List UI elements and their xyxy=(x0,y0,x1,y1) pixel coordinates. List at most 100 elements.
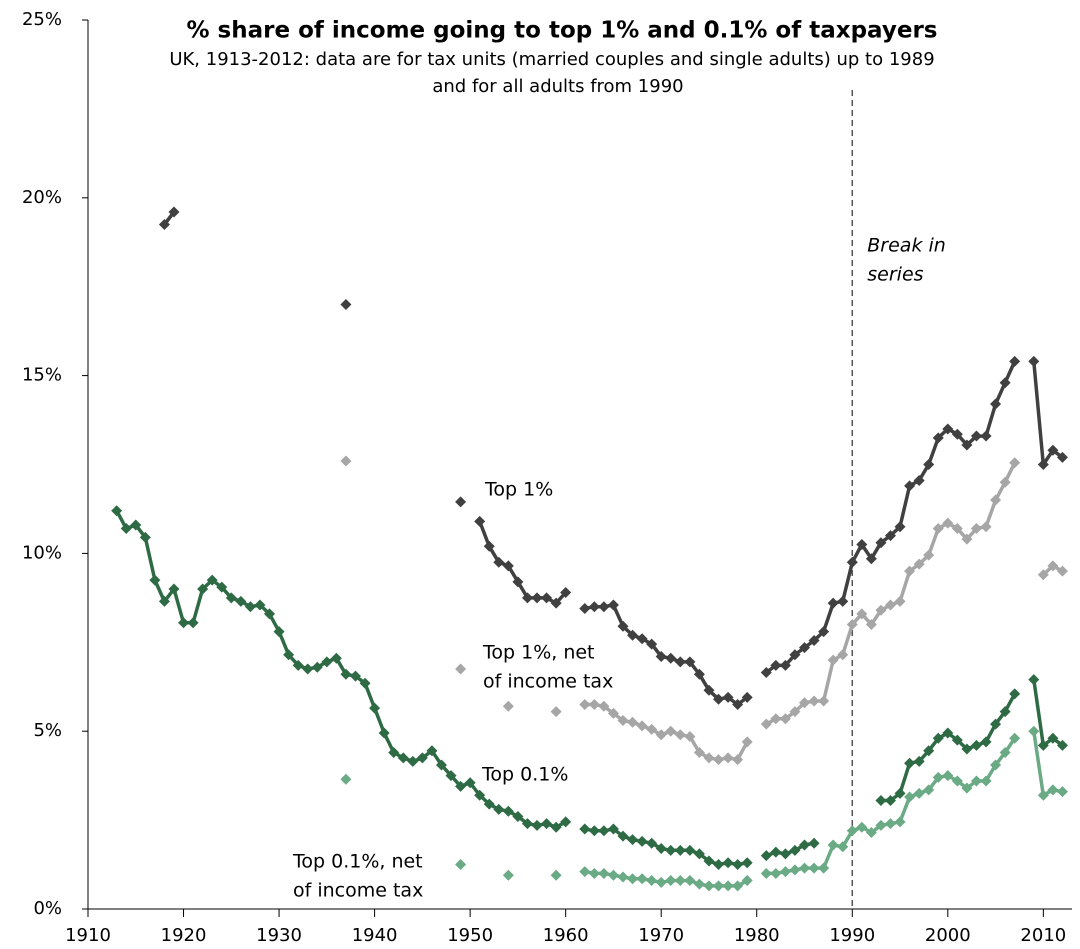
data-point xyxy=(1037,569,1049,581)
data-point xyxy=(541,592,553,604)
data-point xyxy=(799,862,811,874)
data-point xyxy=(904,565,916,577)
data-point xyxy=(627,629,639,641)
data-point xyxy=(884,530,896,542)
data-point xyxy=(1009,732,1021,744)
data-point xyxy=(340,668,352,680)
data-point xyxy=(168,583,180,595)
data-point xyxy=(416,752,428,764)
series-line xyxy=(584,461,1064,762)
y-tick-label: 0% xyxy=(33,898,62,919)
data-point xyxy=(1037,789,1049,801)
data-point xyxy=(980,775,992,787)
data-point xyxy=(455,780,467,792)
series-label: Top 1% xyxy=(484,479,553,501)
data-point xyxy=(646,638,658,650)
data-point xyxy=(846,619,858,631)
data-point xyxy=(636,873,648,885)
y-tick-label: 10% xyxy=(22,542,62,563)
data-point xyxy=(1047,560,1059,572)
data-point xyxy=(426,745,438,757)
data-point xyxy=(588,699,600,711)
data-point xyxy=(369,702,381,714)
chart-subtitle: UK, 1913-2012: data are for tax units (m… xyxy=(169,49,934,70)
data-point xyxy=(550,869,562,881)
data-point xyxy=(1009,355,1021,367)
data-point xyxy=(455,859,467,871)
data-point xyxy=(961,533,973,545)
data-point xyxy=(799,697,811,709)
data-point xyxy=(932,732,944,744)
data-point xyxy=(827,839,839,851)
chart-title: % share of income going to top 1% and 0.… xyxy=(186,18,937,44)
data-point xyxy=(521,818,533,830)
data-point xyxy=(875,819,887,831)
data-point xyxy=(913,475,925,487)
data-point xyxy=(923,745,935,757)
data-point xyxy=(904,757,916,769)
data-point xyxy=(617,715,629,727)
data-point xyxy=(130,519,142,531)
data-point xyxy=(340,455,352,467)
data-point xyxy=(607,823,619,835)
data-point xyxy=(904,791,916,803)
series-label: Top 0.1%, net xyxy=(292,851,423,873)
data-point xyxy=(550,821,562,833)
data-point xyxy=(646,875,658,887)
data-point xyxy=(158,595,170,607)
data-point xyxy=(999,706,1011,718)
data-point xyxy=(856,821,868,833)
data-point xyxy=(827,597,839,609)
data-point xyxy=(970,775,982,787)
data-point xyxy=(216,581,228,593)
data-point xyxy=(607,599,619,611)
y-tick-label: 15% xyxy=(22,365,62,386)
data-point xyxy=(674,656,686,668)
data-point xyxy=(884,795,896,807)
data-point xyxy=(837,649,849,661)
data-point xyxy=(951,775,963,787)
data-point xyxy=(588,601,600,613)
data-point xyxy=(493,803,505,815)
data-point xyxy=(837,595,849,607)
data-point xyxy=(951,734,963,746)
data-point xyxy=(818,695,830,707)
data-point xyxy=(550,706,562,718)
data-point xyxy=(865,553,877,565)
data-point xyxy=(942,770,954,782)
data-point xyxy=(311,661,323,673)
data-point xyxy=(598,825,610,837)
data-point xyxy=(455,663,467,675)
data-point xyxy=(894,595,906,607)
data-point xyxy=(1056,786,1068,798)
x-tick-label: 1910 xyxy=(65,925,111,946)
data-point xyxy=(875,537,887,549)
data-point xyxy=(923,459,935,470)
data-point xyxy=(837,841,849,853)
data-point xyxy=(970,430,982,442)
data-point xyxy=(483,540,495,552)
data-point xyxy=(655,876,667,888)
data-point xyxy=(760,718,772,730)
data-point xyxy=(1037,739,1049,751)
data-point xyxy=(779,659,791,671)
data-point xyxy=(951,523,963,535)
data-point xyxy=(799,839,811,851)
x-tick-label: 1980 xyxy=(734,925,780,946)
data-point xyxy=(1009,688,1021,700)
data-point xyxy=(932,523,944,535)
data-point xyxy=(111,505,123,517)
break-label: series xyxy=(867,264,923,286)
data-point xyxy=(713,859,725,871)
data-point xyxy=(932,771,944,783)
break-label: Break in xyxy=(867,235,946,257)
data-point xyxy=(483,798,495,810)
data-point xyxy=(502,560,514,572)
data-point xyxy=(713,880,725,892)
data-point xyxy=(799,642,811,654)
series-label: Top 1%, net xyxy=(482,642,595,664)
data-point xyxy=(779,713,791,725)
data-point xyxy=(990,494,1002,506)
data-point xyxy=(942,423,954,435)
